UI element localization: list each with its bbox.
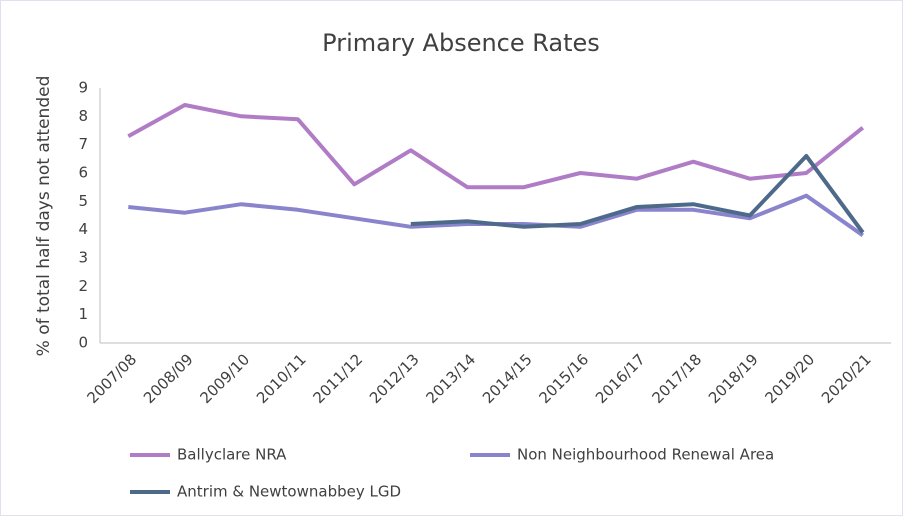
chart-title: Primary Absence Rates [322, 29, 600, 57]
legend-label: Ballyclare NRA [177, 446, 287, 464]
y-tick-label: 4 [78, 220, 88, 238]
y-tick-label: 7 [78, 135, 88, 153]
y-tick-label: 3 [78, 249, 88, 267]
legend-label: Non Neighbourhood Renewal Area [517, 446, 774, 464]
legend-label: Antrim & Newtownabbey LGD [177, 483, 401, 501]
y-axis-label: % of total half days not attended [34, 76, 54, 357]
y-tick-label: 2 [78, 277, 88, 295]
y-tick-label: 1 [78, 305, 88, 323]
series-line [127, 103, 865, 190]
y-tick-label: 5 [78, 192, 88, 210]
y-tick-label: 0 [78, 334, 88, 352]
series-line [410, 154, 865, 234]
y-tick-label: 9 [78, 79, 88, 97]
y-tick-label: 8 [78, 107, 88, 125]
y-tick-label: 6 [78, 164, 88, 182]
